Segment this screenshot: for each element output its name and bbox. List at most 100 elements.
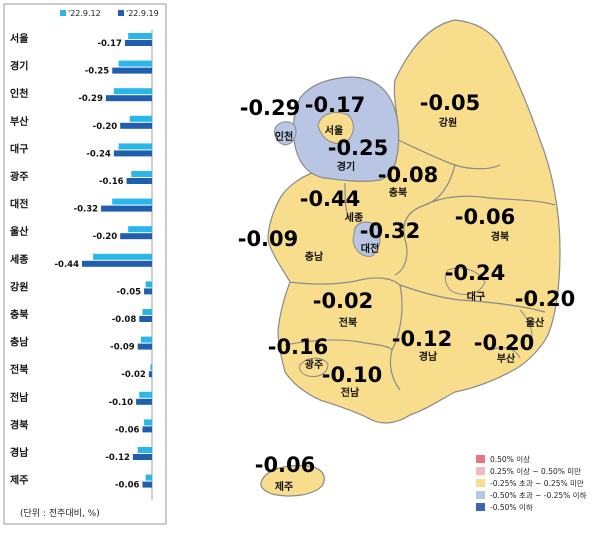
bar [93,253,152,260]
category-label: 경북 [10,418,28,431]
region-value: -0.29 [240,96,301,120]
map-border [289,277,401,286]
region-name: 전남 [341,386,360,399]
region-name: 전북 [339,316,357,329]
map-legend-label: -0.50% 초과 ~ -0.25% 이하 [490,490,587,500]
region-name: 경북 [491,230,509,243]
data-label: -0.44 [55,260,80,270]
data-label: -0.08 [112,315,137,325]
data-label: -0.20 [93,122,118,132]
map-legend-label: -0.50% 이하 [490,502,533,512]
bar [118,60,152,67]
legend-swatch [60,10,66,16]
region-value: -0.02 [313,289,374,313]
data-label: -0.02 [121,370,146,380]
region-name: 대구 [467,290,485,303]
bar [137,343,152,350]
category-label: 충북 [10,308,28,321]
region-value: -0.25 [328,136,389,160]
category-label: 강원 [10,280,28,293]
bar [142,426,152,433]
category-label: 전북 [10,363,28,376]
data-label: -0.12 [105,453,130,463]
bar [139,316,152,322]
data-label: -0.29 [78,94,103,104]
legend-label: '22.9.19 [126,9,159,18]
region-value: -0.32 [360,219,421,243]
bar [101,205,152,212]
map-border [394,164,456,276]
map-border [444,267,486,295]
map-legend-swatch [476,479,485,487]
bar [139,391,152,398]
bar [120,233,152,240]
region-name: 강원 [439,116,457,129]
chart-frame [3,3,167,525]
map-legend-swatch [476,455,485,463]
bar [113,88,152,95]
category-label: 서울 [10,32,28,45]
bar [131,171,152,177]
region-value: -0.44 [300,187,361,211]
region-name: 경기 [337,160,355,173]
category-label: 경기 [10,60,28,73]
region-name: 제주 [275,480,293,493]
category-label: 부산 [10,115,29,128]
region-value: -0.06 [255,453,316,477]
bar [118,143,152,150]
region-name: 충북 [389,186,407,199]
map-legend-label: 0.25% 이상 ~ 0.50% 미만 [490,466,581,476]
map-border [491,347,521,359]
unit-note: (단위 : 전주대비, %) [20,508,100,519]
data-label: -0.24 [86,149,111,159]
region-name: 울산 [526,316,545,329]
data-label: -0.10 [109,398,134,408]
region-name: 충남 [305,250,324,263]
category-label: 광주 [10,171,28,183]
category-label: 울산 [10,225,29,238]
map-border [519,309,533,346]
bar [150,364,152,371]
map-border [344,182,351,223]
region-name: 경남 [419,350,438,363]
category-label: 세종 [10,253,28,266]
bar [128,33,152,39]
region-value: -0.24 [445,261,506,285]
region-value: -0.09 [238,227,299,251]
region-name: 부산 [497,352,516,365]
region-name: 대전 [361,242,379,255]
category-label: 대전 [10,198,28,211]
map-border [399,284,546,313]
map-legend-label: 0.50% 이상 [490,454,530,464]
region-name: 인천 [275,130,293,143]
category-label: 충남 [10,336,29,349]
map-border [424,195,556,206]
map-legend-swatch [476,503,485,511]
region-name: 세종 [345,211,363,224]
data-label: -0.20 [93,232,118,242]
region-value: -0.20 [515,287,576,311]
map-incheon-area [274,121,297,146]
map-legend: 0.50% 이상 0.25% 이상 ~ 0.50% 미만 -0.25% 초과 ~ 0… [476,454,587,512]
region-value: -0.16 [268,335,329,359]
data-label: -0.06 [115,481,140,491]
bar [144,419,152,426]
category-label: 대구 [10,142,28,155]
map-gwangju-area [299,357,329,377]
legend-swatch [118,10,124,16]
bar [145,474,152,481]
map-legend-swatch [476,491,485,499]
region-value: -0.05 [420,91,481,115]
category-label: 전남 [10,391,29,404]
bar [82,260,152,267]
region-value: -0.08 [378,163,439,187]
bar [148,371,152,378]
bar [144,288,152,295]
bar [113,150,152,157]
data-label: -0.17 [97,39,122,49]
map-daejeon-area [352,221,381,257]
category-label: 제주 [10,474,28,487]
